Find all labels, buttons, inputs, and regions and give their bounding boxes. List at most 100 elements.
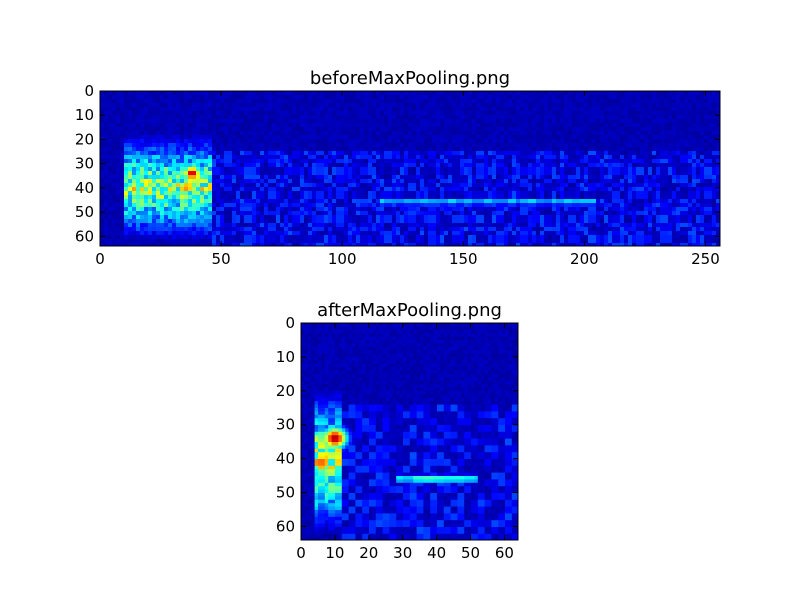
heatmap-cell [396, 143, 401, 148]
heatmap-cell [160, 175, 165, 180]
heatmap-cell [496, 107, 501, 112]
heatmap-cell [480, 115, 485, 120]
heatmap-cell [188, 215, 193, 220]
heatmap-cell [452, 171, 457, 176]
heatmap-cell [120, 179, 125, 184]
heatmap-cell [520, 199, 525, 204]
heatmap-cell [496, 171, 501, 176]
heatmap-cell [448, 179, 453, 184]
heatmap-cell [468, 199, 473, 204]
heatmap-cell [392, 135, 397, 140]
heatmap-cell [172, 159, 177, 164]
heatmap-cell [412, 99, 417, 104]
heatmap-cell [708, 131, 713, 136]
heatmap-cell [164, 191, 169, 196]
heatmap-cell [396, 215, 401, 220]
heatmap-cell [500, 115, 505, 120]
heatmap-cell [640, 187, 645, 192]
heatmap-cell [252, 215, 257, 220]
heatmap-cell [260, 167, 265, 172]
heatmap-cell [520, 195, 525, 200]
heatmap-cell [316, 159, 321, 164]
heatmap-cell [180, 187, 185, 192]
heatmap-cell [504, 147, 509, 152]
heatmap-cell [448, 199, 453, 204]
heatmap-cell [272, 199, 277, 204]
heatmap-cell [456, 191, 461, 196]
heatmap-cell [504, 155, 509, 160]
heatmap-cell [108, 127, 113, 132]
heatmap-cell [512, 183, 517, 188]
heatmap-cell [696, 151, 701, 156]
heatmap-cell [372, 215, 377, 220]
heatmap-cell [588, 203, 593, 208]
heatmap-cell [236, 207, 241, 212]
heatmap-cell [108, 99, 113, 104]
heatmap-cell [700, 187, 705, 192]
heatmap-cell [280, 139, 285, 144]
heatmap-cell [632, 155, 637, 160]
heatmap-cell [296, 155, 301, 160]
heatmap-cell [460, 215, 465, 220]
heatmap-cell [204, 163, 209, 168]
heatmap-cell [596, 199, 601, 204]
heatmap-cell [648, 203, 653, 208]
heatmap-cell [632, 151, 637, 156]
heatmap-cell [316, 95, 321, 100]
heatmap-cell [480, 175, 485, 180]
heatmap-cell [312, 187, 317, 192]
heatmap-cell [356, 91, 361, 96]
heatmap-cell [312, 203, 317, 208]
heatmap-cell [708, 123, 713, 128]
heatmap-cell [240, 183, 245, 188]
heatmap-cell [384, 183, 389, 188]
heatmap-cell [260, 119, 265, 124]
heatmap-cell [524, 99, 529, 104]
heatmap-cell [296, 207, 301, 212]
heatmap-cell [272, 131, 277, 136]
heatmap-cell [696, 123, 701, 128]
heatmap-cell [352, 183, 357, 188]
heatmap-cell [480, 131, 485, 136]
heatmap-cell [228, 191, 233, 196]
heatmap-cell [400, 103, 405, 108]
heatmap-cell [508, 207, 513, 212]
heatmap-cell [272, 211, 277, 216]
heatmap-cell [700, 151, 705, 156]
heatmap-cell [168, 207, 173, 212]
heatmap-cell [264, 107, 269, 112]
heatmap-cell [456, 123, 461, 128]
heatmap-cell [152, 211, 157, 216]
heatmap-cell [440, 115, 445, 120]
heatmap-cell [644, 131, 649, 136]
heatmap-cell [224, 131, 229, 136]
heatmap-cell [532, 147, 537, 152]
heatmap-cell [540, 155, 545, 160]
heatmap-cell [492, 159, 497, 164]
heatmap-cell [616, 171, 621, 176]
heatmap-cell [516, 199, 521, 204]
heatmap-cell [336, 175, 341, 180]
heatmap-cell [476, 135, 481, 140]
heatmap-cell [392, 147, 397, 152]
heatmap-cell [632, 207, 637, 212]
heatmap-cell [520, 167, 525, 172]
heatmap-cell [392, 171, 397, 176]
heatmap-cell [388, 131, 393, 136]
heatmap-cell [120, 187, 125, 192]
heatmap-cell [440, 139, 445, 144]
heatmap-cell [672, 151, 677, 156]
heatmap-cell [656, 195, 661, 200]
heatmap-cell [712, 195, 717, 200]
heatmap-cell [680, 187, 685, 192]
heatmap-cell [444, 151, 449, 156]
heatmap-cell [204, 107, 209, 112]
heatmap-cell [196, 199, 201, 204]
heatmap-cell [612, 119, 617, 124]
heatmap-cell [160, 103, 165, 108]
heatmap-cell [376, 115, 381, 120]
heatmap-cell [660, 123, 665, 128]
heatmap-cell [436, 147, 441, 152]
heatmap-cell [212, 179, 217, 184]
heatmap-cell [692, 111, 697, 116]
